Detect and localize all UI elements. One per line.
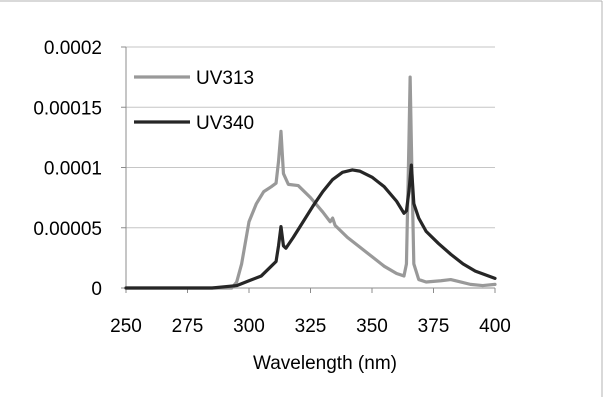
y-tick-label: 0.0002 bbox=[44, 38, 102, 59]
series-line-uv340 bbox=[124, 163, 497, 290]
x-tick-label: 300 bbox=[233, 316, 265, 337]
x-tick-label: 275 bbox=[172, 316, 204, 337]
series-group bbox=[124, 75, 497, 290]
axes: 0 0.00005 0.0001 0.00015 0.0002 250 275 300 325 3… bbox=[33, 38, 511, 337]
x-tick-label: 350 bbox=[356, 316, 388, 337]
x-tick-label: 375 bbox=[418, 316, 450, 337]
legend-label-uv313: UV313 bbox=[196, 68, 254, 89]
y-tick-label: 0 bbox=[91, 279, 102, 300]
x-tick-label: 400 bbox=[479, 316, 511, 337]
x-axis-title: Wavelength (nm) bbox=[253, 353, 397, 374]
series-line-uv313 bbox=[124, 75, 497, 290]
x-tick-label: 325 bbox=[295, 316, 327, 337]
legend: UV313 UV340 bbox=[134, 68, 254, 134]
y-tick-label: 0.00015 bbox=[33, 98, 102, 119]
y-tick-label: 0.0001 bbox=[44, 159, 102, 180]
legend-label-uv340: UV340 bbox=[196, 113, 254, 134]
gridlines bbox=[126, 46, 495, 229]
y-tick-label: 0.00005 bbox=[33, 219, 102, 240]
x-tick-label: 250 bbox=[110, 316, 142, 337]
